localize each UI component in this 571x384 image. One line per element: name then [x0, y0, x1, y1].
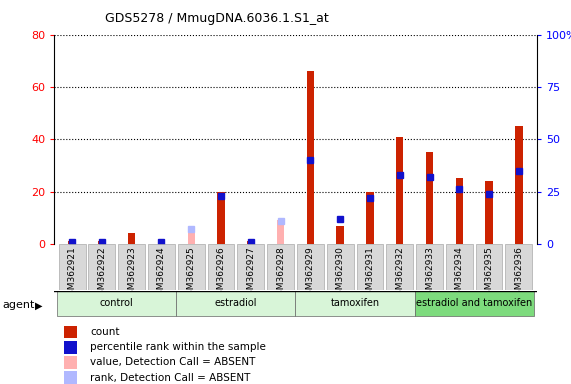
- Bar: [456, 179, 463, 244]
- Text: estradiol and tamoxifen: estradiol and tamoxifen: [416, 298, 532, 308]
- Text: GSM362936: GSM362936: [514, 246, 524, 301]
- Bar: [396, 137, 404, 244]
- Bar: [515, 126, 522, 244]
- Text: count: count: [90, 327, 120, 337]
- Text: GSM362923: GSM362923: [127, 246, 136, 301]
- FancyBboxPatch shape: [238, 244, 264, 290]
- FancyBboxPatch shape: [505, 244, 532, 290]
- Text: estradiol: estradiol: [215, 298, 257, 308]
- Text: rank, Detection Call = ABSENT: rank, Detection Call = ABSENT: [90, 372, 251, 383]
- Text: GSM362935: GSM362935: [485, 246, 493, 301]
- Text: GDS5278 / MmugDNA.6036.1.S1_at: GDS5278 / MmugDNA.6036.1.S1_at: [105, 12, 329, 25]
- Text: GSM362926: GSM362926: [216, 246, 226, 301]
- Text: GSM362921: GSM362921: [67, 246, 77, 301]
- Bar: [64, 341, 78, 354]
- FancyBboxPatch shape: [267, 244, 294, 290]
- Text: ▶: ▶: [35, 300, 43, 310]
- FancyBboxPatch shape: [476, 244, 502, 290]
- Text: percentile rank within the sample: percentile rank within the sample: [90, 342, 266, 352]
- Text: control: control: [100, 298, 134, 308]
- Bar: [426, 152, 433, 244]
- FancyBboxPatch shape: [176, 291, 296, 316]
- Bar: [307, 71, 314, 244]
- Text: GSM362932: GSM362932: [395, 246, 404, 301]
- FancyBboxPatch shape: [446, 244, 473, 290]
- FancyBboxPatch shape: [118, 244, 145, 290]
- FancyBboxPatch shape: [208, 244, 235, 290]
- Bar: [98, 241, 106, 244]
- Text: GSM362929: GSM362929: [306, 246, 315, 301]
- FancyBboxPatch shape: [356, 244, 383, 290]
- Bar: [187, 233, 195, 244]
- FancyBboxPatch shape: [89, 244, 115, 290]
- FancyBboxPatch shape: [57, 291, 176, 316]
- Bar: [158, 241, 165, 244]
- Text: GSM362928: GSM362928: [276, 246, 285, 301]
- Bar: [366, 192, 373, 244]
- FancyBboxPatch shape: [327, 244, 353, 290]
- FancyBboxPatch shape: [59, 244, 86, 290]
- FancyBboxPatch shape: [296, 291, 415, 316]
- Bar: [64, 356, 78, 369]
- FancyBboxPatch shape: [178, 244, 204, 290]
- Text: GSM362933: GSM362933: [425, 246, 434, 301]
- Bar: [64, 326, 78, 338]
- FancyBboxPatch shape: [297, 244, 324, 290]
- Bar: [277, 220, 284, 244]
- Text: GSM362927: GSM362927: [246, 246, 255, 301]
- Text: GSM362931: GSM362931: [365, 246, 375, 301]
- Bar: [64, 371, 78, 384]
- Bar: [69, 241, 76, 244]
- Bar: [218, 192, 225, 244]
- Text: value, Detection Call = ABSENT: value, Detection Call = ABSENT: [90, 358, 256, 367]
- Text: agent: agent: [3, 300, 35, 310]
- FancyBboxPatch shape: [148, 244, 175, 290]
- Text: GSM362925: GSM362925: [187, 246, 196, 301]
- Text: GSM362924: GSM362924: [157, 246, 166, 301]
- Bar: [336, 225, 344, 244]
- Text: GSM362922: GSM362922: [98, 246, 106, 301]
- Text: GSM362934: GSM362934: [455, 246, 464, 301]
- FancyBboxPatch shape: [416, 244, 443, 290]
- Bar: [128, 233, 135, 244]
- FancyBboxPatch shape: [415, 291, 534, 316]
- Bar: [485, 181, 493, 244]
- Text: GSM362930: GSM362930: [336, 246, 345, 301]
- Bar: [247, 241, 255, 244]
- Text: tamoxifen: tamoxifen: [331, 298, 380, 308]
- FancyBboxPatch shape: [387, 244, 413, 290]
